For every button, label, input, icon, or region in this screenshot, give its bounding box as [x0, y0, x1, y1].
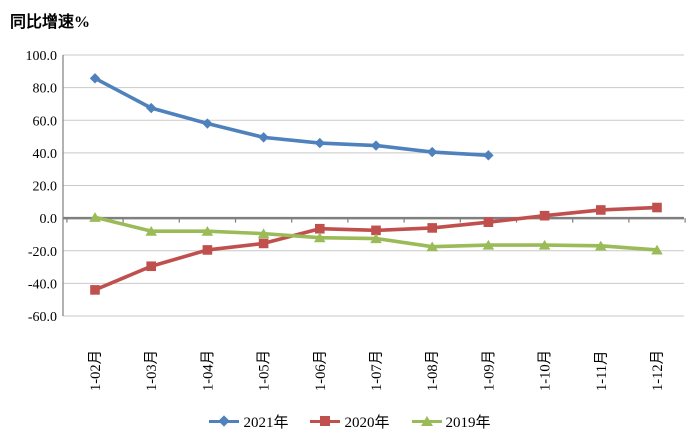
- data-point-triangle: [538, 239, 551, 250]
- series-line-2021年: [93, 76, 491, 158]
- data-point-triangle: [595, 240, 607, 251]
- triangle-marker-icon: [411, 415, 442, 427]
- legend-label-2019: 2019年: [445, 414, 491, 431]
- x-tick-label: 1-05月: [257, 350, 273, 391]
- x-tick-label: 1-10月: [538, 350, 554, 391]
- data-point-square: [483, 217, 494, 228]
- data-point-triangle: [426, 241, 438, 252]
- y-tick-label: 40.0: [33, 147, 58, 162]
- diamond-marker-icon: [209, 415, 240, 427]
- data-point-diamond: [258, 132, 269, 143]
- data-point-diamond: [202, 118, 213, 129]
- data-point-square: [427, 223, 437, 233]
- data-point-triangle: [257, 228, 270, 239]
- x-tick-label: 1-12月: [650, 350, 666, 391]
- legend-label-2021: 2021年: [243, 414, 289, 431]
- data-point-square: [315, 223, 325, 234]
- x-tick-label: 1-03月: [144, 350, 160, 391]
- x-tick-label: 1-11月: [594, 350, 610, 391]
- y-tick-label: 20.0: [33, 180, 58, 195]
- y-tick-label: 100.0: [26, 49, 58, 64]
- data-point-diamond: [146, 102, 157, 114]
- data-point-square: [202, 245, 213, 255]
- y-tick-label: 0.0: [40, 212, 58, 227]
- x-tick-label: 1-04月: [200, 350, 216, 391]
- data-point-square: [652, 202, 662, 213]
- y-tick-label: -20.0: [28, 245, 57, 260]
- chart-title: 同比增速%: [10, 14, 91, 31]
- chart-plot: 100.0 80.0 60.0 40.0 20.0 0.0 -20.0 -40.0 -60.0 1…: [26, 49, 686, 391]
- x-tick-label: 1-02月: [88, 350, 104, 391]
- legend-label-2020: 2020年: [344, 414, 390, 431]
- data-point-diamond: [483, 150, 494, 161]
- data-point-diamond: [314, 137, 325, 149]
- data-point-diamond: [370, 140, 382, 151]
- x-tick-label: 1-08月: [425, 350, 441, 391]
- data-point-triangle: [651, 244, 663, 255]
- data-point-diamond: [89, 73, 101, 84]
- x-tick-label: 1-07月: [369, 350, 385, 391]
- data-point-triangle: [145, 225, 157, 236]
- legend-item-2020: 2020年: [310, 411, 390, 432]
- square-marker-icon: [310, 415, 341, 427]
- y-tick-label: -60.0: [28, 310, 57, 325]
- x-tick-label: 1-09月: [481, 350, 497, 391]
- chart-legend: 2021年 2020年 2019年: [0, 403, 700, 439]
- x-tick-label: 1-06月: [313, 350, 329, 391]
- legend-item-2019: 2019年: [411, 411, 491, 432]
- data-point-triangle: [89, 212, 101, 222]
- y-tick-label: 60.0: [33, 114, 58, 129]
- data-point-square: [539, 210, 550, 221]
- legend-item-2021: 2021年: [209, 411, 288, 432]
- data-point-square: [596, 205, 606, 215]
- data-point-square: [146, 261, 156, 272]
- data-point-triangle: [201, 225, 214, 236]
- data-point-diamond: [427, 146, 438, 158]
- data-point-triangle: [482, 239, 495, 250]
- data-point-square: [371, 225, 381, 236]
- y-tick-label: -40.0: [28, 277, 57, 292]
- data-point-triangle: [370, 233, 382, 244]
- data-point-triangle: [314, 232, 326, 243]
- y-tick-label: 80.0: [33, 82, 58, 97]
- data-point-square: [258, 238, 269, 249]
- data-point-square: [90, 285, 100, 295]
